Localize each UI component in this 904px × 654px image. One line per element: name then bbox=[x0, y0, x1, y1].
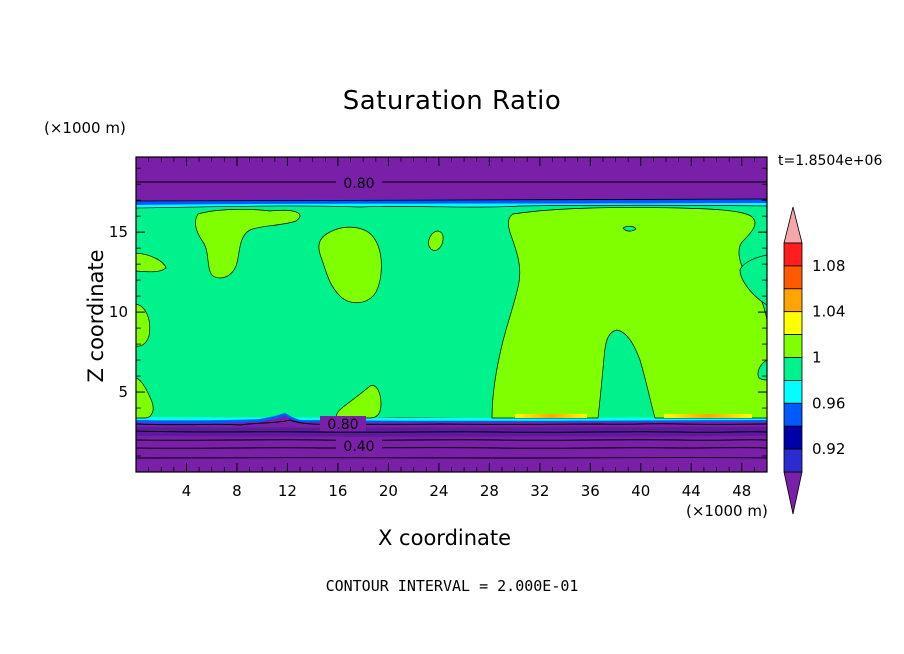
patch-left-edge bbox=[136, 252, 167, 273]
colorbar-band bbox=[783, 448, 803, 473]
contour-labels: 0.80 0.80 0.40 bbox=[320, 174, 382, 455]
contour-line-bl-top bbox=[136, 419, 767, 426]
x-axis-label: X coordinate bbox=[378, 526, 512, 550]
y-tick-label: 5 bbox=[118, 383, 128, 401]
patch-right-edge-notch bbox=[739, 254, 767, 306]
colorbar-band bbox=[783, 357, 803, 381]
x-tick-label: 8 bbox=[232, 482, 242, 500]
x-axis-ticks: 4 8 12 16 20 24 28 32 36 40 44 48 bbox=[182, 157, 751, 500]
warm-streak-right bbox=[664, 414, 752, 418]
x-tick-label: 4 bbox=[182, 482, 192, 500]
colorbar-label: 1 bbox=[812, 349, 822, 367]
time-label: t=1.8504e+06 bbox=[778, 153, 883, 169]
contour-line-bl-2 bbox=[136, 430, 767, 433]
patch-small-lens bbox=[622, 225, 637, 232]
x-tick-label: 16 bbox=[328, 482, 347, 500]
contour-field bbox=[136, 157, 767, 472]
y-tick-label: 15 bbox=[109, 223, 128, 241]
colorbar-band bbox=[783, 334, 803, 358]
colorbar-label: 1.04 bbox=[812, 303, 845, 321]
x-tick-label: 12 bbox=[278, 482, 297, 500]
patch-right-large bbox=[491, 207, 767, 419]
colorbar-extend-high bbox=[783, 206, 803, 244]
warm-streak-center bbox=[515, 414, 587, 418]
x-tick-label: 48 bbox=[732, 482, 751, 500]
x-tick-label: 32 bbox=[530, 482, 549, 500]
contour-line-bl-4 bbox=[136, 447, 767, 449]
patch-lower-center bbox=[335, 385, 382, 419]
x-tick-label: 28 bbox=[480, 482, 499, 500]
x-tick-label: 44 bbox=[682, 482, 701, 500]
patch-upper-left bbox=[195, 208, 301, 279]
colorbar-band bbox=[783, 402, 803, 427]
patch-left-mid bbox=[136, 303, 151, 347]
chart-title: Saturation Ratio bbox=[342, 86, 562, 116]
y-tick-label: 10 bbox=[109, 303, 128, 321]
colorbar-label: 0.96 bbox=[812, 394, 845, 412]
x-tick-label: 36 bbox=[581, 482, 600, 500]
x-axis-unit: (×1000 m) bbox=[686, 502, 768, 520]
colorbar-band bbox=[783, 425, 803, 450]
contour-label-upper: 0.80 bbox=[343, 176, 374, 192]
x-tick-label: 20 bbox=[379, 482, 398, 500]
y-axis-unit: (×1000 m) bbox=[44, 119, 126, 137]
contour-label-bl-top: 0.80 bbox=[327, 417, 358, 433]
contour-line-bl-3 bbox=[136, 439, 767, 441]
x-tick-label: 24 bbox=[429, 482, 448, 500]
colorbar-band bbox=[783, 242, 803, 267]
x-tick-label: 40 bbox=[631, 482, 650, 500]
y-axis-ticks: 5 10 15 bbox=[109, 223, 767, 401]
contour-interval-note: CONTOUR INTERVAL = 2.000E-01 bbox=[325, 577, 579, 595]
contour-label-bl-low: 0.40 bbox=[343, 439, 374, 455]
patch-small-blob bbox=[428, 230, 444, 251]
patch-center-top bbox=[318, 226, 382, 303]
colorbar-band bbox=[783, 311, 803, 336]
colorbar-label: 1.08 bbox=[812, 257, 845, 275]
colorbar-band bbox=[783, 288, 803, 313]
colorbar-extend-low bbox=[783, 471, 803, 515]
colorbar-label: 0.92 bbox=[812, 440, 845, 458]
colorbar-band bbox=[783, 379, 803, 404]
colorbar: 0.92 0.96 1 1.04 1.08 bbox=[783, 206, 845, 515]
minor-ticks bbox=[136, 157, 767, 472]
patch-right-edge-lower bbox=[757, 359, 767, 381]
colorbar-band bbox=[783, 265, 803, 290]
